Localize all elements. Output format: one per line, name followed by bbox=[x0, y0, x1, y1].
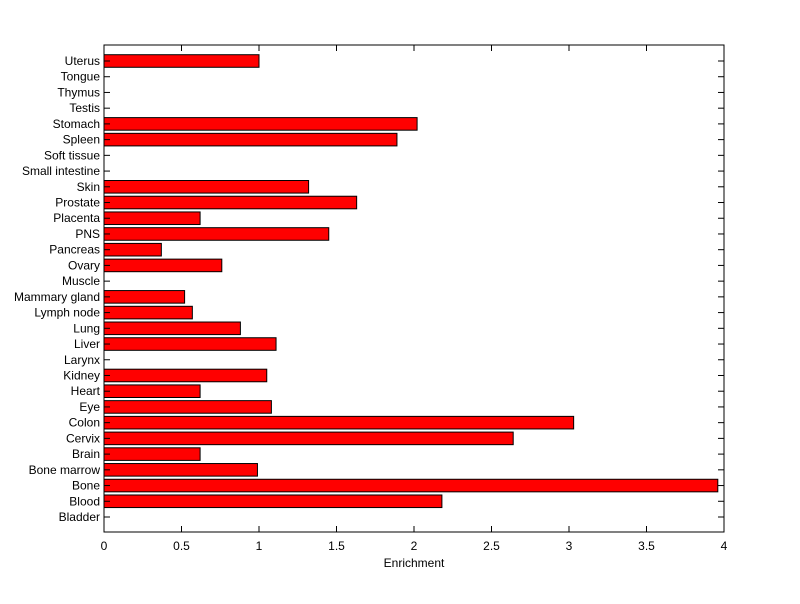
y-tick-label: PNS bbox=[75, 227, 100, 241]
y-tick-label: Lymph node bbox=[34, 306, 100, 320]
x-tick-label: 2 bbox=[411, 539, 418, 553]
y-tick-label: Liver bbox=[74, 337, 100, 351]
bar-liver bbox=[103, 337, 277, 351]
y-tick-label: Bladder bbox=[59, 510, 100, 524]
bar-brain bbox=[103, 447, 201, 461]
bar-heart bbox=[103, 384, 201, 399]
bar-prostate bbox=[103, 195, 358, 210]
bar-skin bbox=[103, 180, 310, 194]
x-tick-label: 4 bbox=[721, 539, 728, 553]
y-tick-label: Thymus bbox=[57, 85, 100, 99]
y-tick-label: Blood bbox=[69, 494, 100, 508]
bar-eye bbox=[103, 400, 272, 414]
bar-uterus bbox=[103, 54, 260, 68]
y-tick-label: Tongue bbox=[61, 70, 101, 84]
y-tick-label: Soft tissue bbox=[44, 148, 100, 162]
y-tick-label: Testis bbox=[69, 101, 100, 115]
bar-bone-marrow bbox=[103, 463, 258, 477]
y-tick-label: Prostate bbox=[55, 196, 100, 210]
bar-pns bbox=[103, 227, 330, 241]
ticks-layer bbox=[103, 45, 725, 532]
y-tick-label: Pancreas bbox=[49, 243, 100, 257]
x-tick-label: 2.5 bbox=[483, 539, 500, 553]
x-tick-label: 3.5 bbox=[638, 539, 655, 553]
y-tick-label: Kidney bbox=[63, 368, 100, 382]
y-tick-label: Eye bbox=[79, 400, 100, 414]
y-tick-label: Small intestine bbox=[22, 164, 100, 178]
bar-lymph-node bbox=[103, 305, 193, 320]
x-tick-label: 0.5 bbox=[173, 539, 190, 553]
bar-bone bbox=[103, 478, 719, 493]
y-tick-label: Larynx bbox=[64, 353, 100, 367]
bar-ovary bbox=[103, 258, 223, 273]
y-tick-label: Mammary gland bbox=[14, 290, 100, 304]
y-tick-label: Uterus bbox=[65, 54, 100, 68]
y-tick-label: Brain bbox=[72, 447, 100, 461]
y-tick-label: Spleen bbox=[63, 133, 100, 147]
y-tick-label: Lung bbox=[73, 321, 100, 335]
y-tick-label: Bone marrow bbox=[29, 463, 101, 477]
x-tick-label: 0 bbox=[101, 539, 108, 553]
y-tick-label: Placenta bbox=[53, 211, 100, 225]
bar-stomach bbox=[103, 117, 418, 131]
y-tick-label: Cervix bbox=[66, 431, 100, 445]
x-tick-labels: 0 0.5 1 1.5 2 2.5 3 3.5 4 bbox=[101, 539, 728, 553]
bar-spleen bbox=[103, 132, 398, 147]
bar-placenta bbox=[103, 211, 201, 226]
x-tick-label: 3 bbox=[566, 539, 573, 553]
y-tick-label: Muscle bbox=[62, 274, 100, 288]
y-tick-label: Colon bbox=[69, 416, 100, 430]
y-tick-label: Skin bbox=[77, 180, 100, 194]
bar-colon bbox=[103, 415, 575, 430]
bar-pancreas bbox=[103, 242, 162, 257]
plot-frame bbox=[103, 44, 725, 533]
bar-kidney bbox=[103, 368, 268, 383]
y-tick-label: Ovary bbox=[68, 258, 100, 272]
bar-mammary-gland bbox=[103, 290, 186, 304]
y-tick-label: Stomach bbox=[53, 117, 100, 131]
x-tick-label: 1.5 bbox=[328, 539, 345, 553]
bar-lung bbox=[103, 321, 241, 336]
bar-blood bbox=[103, 494, 443, 509]
x-tick-label: 1 bbox=[256, 539, 263, 553]
y-tick-label: Heart bbox=[71, 384, 101, 398]
bar-cervix bbox=[103, 431, 514, 446]
x-axis-label: Enrichment bbox=[384, 556, 445, 570]
y-tick-label: Bone bbox=[72, 479, 100, 493]
